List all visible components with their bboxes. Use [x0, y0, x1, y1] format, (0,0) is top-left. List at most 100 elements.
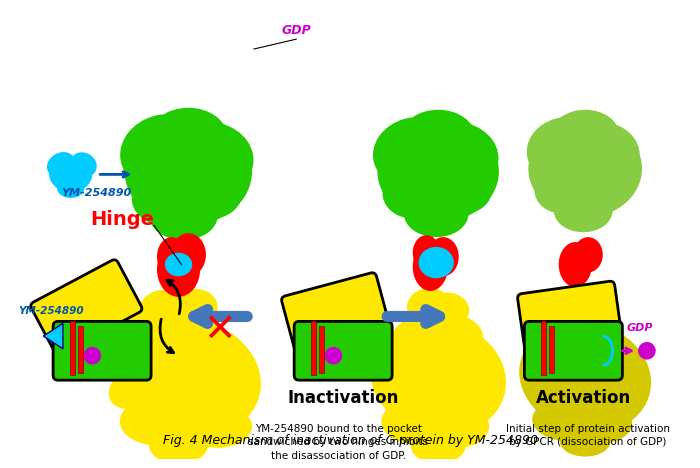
Ellipse shape — [526, 117, 601, 181]
Ellipse shape — [560, 299, 610, 338]
Polygon shape — [43, 323, 63, 349]
Ellipse shape — [70, 152, 97, 177]
Bar — [78, 326, 83, 373]
Ellipse shape — [546, 329, 605, 376]
Text: Hinge: Hinge — [90, 210, 155, 229]
Ellipse shape — [140, 298, 207, 349]
Ellipse shape — [174, 384, 232, 429]
Ellipse shape — [404, 190, 468, 237]
Ellipse shape — [519, 322, 651, 433]
Ellipse shape — [384, 369, 433, 411]
Ellipse shape — [169, 289, 218, 329]
Ellipse shape — [115, 314, 154, 353]
Ellipse shape — [164, 327, 232, 379]
Ellipse shape — [442, 316, 483, 354]
Ellipse shape — [149, 108, 228, 167]
Ellipse shape — [534, 162, 597, 214]
Ellipse shape — [586, 314, 624, 348]
Ellipse shape — [139, 331, 198, 374]
Ellipse shape — [572, 329, 622, 369]
Text: Activation: Activation — [536, 389, 631, 407]
Ellipse shape — [172, 122, 253, 191]
Ellipse shape — [373, 117, 454, 187]
Bar — [541, 322, 546, 375]
Ellipse shape — [413, 242, 448, 291]
Text: GDP: GDP — [281, 24, 312, 37]
Ellipse shape — [132, 166, 206, 226]
Text: ✕: ✕ — [204, 311, 236, 349]
Ellipse shape — [428, 162, 492, 214]
Circle shape — [638, 342, 656, 359]
Circle shape — [325, 347, 342, 365]
Ellipse shape — [570, 122, 640, 182]
Ellipse shape — [191, 149, 244, 194]
Ellipse shape — [183, 314, 224, 352]
Ellipse shape — [157, 242, 200, 297]
Ellipse shape — [370, 320, 506, 435]
Ellipse shape — [391, 317, 437, 359]
Ellipse shape — [538, 368, 583, 406]
Text: GDP: GDP — [626, 323, 653, 333]
Text: YM-254890: YM-254890 — [19, 306, 85, 315]
Text: YM-254890 bound to the pocket
sandwiched by two hinges inhibits
the disassociati: YM-254890 bound to the pocket sandwiched… — [248, 424, 428, 461]
Ellipse shape — [130, 146, 188, 197]
Circle shape — [83, 347, 101, 365]
FancyBboxPatch shape — [517, 281, 622, 352]
Ellipse shape — [116, 317, 261, 437]
Ellipse shape — [120, 397, 198, 446]
Ellipse shape — [560, 425, 610, 457]
Ellipse shape — [430, 292, 469, 325]
Ellipse shape — [149, 191, 218, 240]
Ellipse shape — [573, 237, 603, 272]
Ellipse shape — [174, 163, 242, 219]
Ellipse shape — [401, 110, 475, 165]
Ellipse shape — [426, 405, 489, 448]
FancyBboxPatch shape — [524, 322, 622, 380]
Ellipse shape — [421, 122, 498, 188]
Ellipse shape — [136, 387, 191, 426]
Ellipse shape — [573, 404, 632, 443]
Bar — [70, 322, 75, 375]
Ellipse shape — [559, 242, 592, 287]
Ellipse shape — [419, 247, 454, 278]
Bar — [311, 322, 316, 375]
Ellipse shape — [108, 365, 160, 409]
Ellipse shape — [575, 161, 634, 208]
Ellipse shape — [157, 237, 186, 276]
Ellipse shape — [49, 157, 92, 192]
Ellipse shape — [586, 366, 627, 402]
Ellipse shape — [125, 117, 252, 226]
Bar — [549, 326, 554, 373]
Ellipse shape — [411, 302, 466, 345]
Ellipse shape — [413, 235, 440, 271]
Ellipse shape — [397, 330, 460, 380]
Ellipse shape — [532, 398, 603, 441]
Ellipse shape — [428, 237, 458, 276]
Ellipse shape — [199, 368, 246, 406]
Ellipse shape — [528, 119, 642, 218]
Text: Initial step of protein activation
by GPCR (dissociation of GDP): Initial step of protein activation by GP… — [506, 424, 670, 447]
FancyBboxPatch shape — [53, 322, 151, 380]
Ellipse shape — [426, 329, 480, 373]
Ellipse shape — [411, 428, 466, 463]
FancyBboxPatch shape — [294, 322, 392, 380]
Ellipse shape — [377, 121, 499, 222]
Ellipse shape — [120, 114, 207, 190]
FancyBboxPatch shape — [31, 260, 142, 355]
Ellipse shape — [171, 233, 206, 276]
Ellipse shape — [382, 163, 451, 219]
Bar — [318, 326, 323, 373]
Ellipse shape — [47, 152, 75, 177]
Ellipse shape — [139, 290, 180, 327]
Ellipse shape — [541, 316, 584, 354]
Ellipse shape — [551, 110, 620, 161]
FancyBboxPatch shape — [281, 273, 389, 353]
Ellipse shape — [57, 178, 85, 198]
Ellipse shape — [164, 253, 193, 276]
Text: Fig. 4 Mechanism of inactivation of G protein by YM-254890: Fig. 4 Mechanism of inactivation of G pr… — [162, 434, 538, 447]
Text: Inactivation: Inactivation — [288, 389, 399, 407]
Ellipse shape — [443, 368, 488, 406]
Ellipse shape — [554, 189, 612, 232]
Ellipse shape — [183, 405, 252, 448]
Text: YM-254890: YM-254890 — [61, 188, 131, 198]
